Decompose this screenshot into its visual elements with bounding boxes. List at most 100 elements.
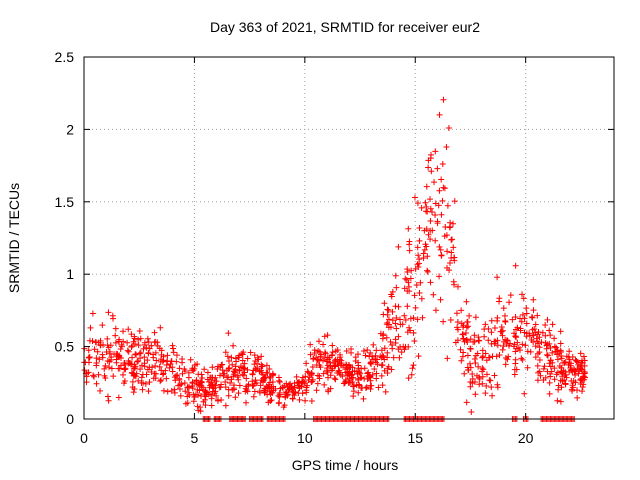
- data-point: [257, 367, 264, 374]
- data-point: [121, 380, 128, 387]
- data-point: [491, 338, 498, 345]
- data-point: [315, 338, 322, 345]
- y-tick-label: 2.5: [55, 49, 75, 65]
- data-point: [346, 371, 353, 378]
- data-point: [158, 376, 165, 383]
- data-point: [251, 352, 258, 359]
- data-point: [379, 361, 386, 368]
- data-point: [149, 364, 156, 371]
- data-point: [556, 362, 563, 369]
- data-point: [321, 333, 328, 340]
- data-point: [101, 365, 108, 372]
- data-point: [124, 339, 131, 346]
- data-point: [371, 365, 378, 372]
- plot-frame: [83, 56, 615, 420]
- data-point: [413, 281, 420, 288]
- data-point: [441, 233, 448, 240]
- data-point: [145, 338, 152, 345]
- data-point: [486, 377, 493, 384]
- data-point: [491, 372, 498, 379]
- data-point: [150, 354, 157, 361]
- data-point: [475, 363, 482, 370]
- data-point: [405, 283, 412, 290]
- data-point: [560, 367, 567, 374]
- data-point: [137, 349, 144, 356]
- data-point: [173, 358, 180, 365]
- data-point: [198, 371, 205, 378]
- data-point: [322, 350, 329, 357]
- data-point: [500, 305, 507, 312]
- data-point: [438, 176, 445, 183]
- data-point: [534, 350, 541, 357]
- data-point: [191, 393, 198, 400]
- data-point: [450, 220, 457, 227]
- data-point: [83, 379, 90, 386]
- data-point: [139, 386, 146, 393]
- data-point: [405, 343, 412, 350]
- data-point: [232, 355, 239, 362]
- data-point: [479, 353, 486, 360]
- data-point: [459, 353, 466, 360]
- data-point: [309, 376, 316, 383]
- data-point: [547, 357, 554, 364]
- data-point: [390, 354, 397, 361]
- data-point: [472, 360, 479, 367]
- data-point: [410, 329, 417, 336]
- data-point: [416, 289, 423, 296]
- data-point: [158, 356, 164, 363]
- data-point: [236, 367, 243, 374]
- data-point: [225, 374, 232, 381]
- data-point: [304, 382, 311, 389]
- data-point: [168, 358, 175, 365]
- data-point: [407, 315, 414, 322]
- data-point: [532, 354, 539, 361]
- data-point: [512, 333, 519, 340]
- data-point: [308, 397, 315, 404]
- data-point: [254, 354, 261, 361]
- data-point: [389, 288, 396, 295]
- data-point: [256, 388, 263, 395]
- data-point: [99, 322, 106, 329]
- data-point: [499, 346, 506, 353]
- data-point: [112, 325, 119, 332]
- data-point: [86, 353, 93, 360]
- data-point: [575, 370, 582, 377]
- data-point: [436, 111, 443, 118]
- data-point: [411, 292, 418, 299]
- data-point: [521, 390, 528, 397]
- data-points: [81, 96, 588, 422]
- data-point: [534, 362, 541, 369]
- data-point: [536, 356, 543, 363]
- data-point: [557, 328, 564, 335]
- data-point: [153, 357, 160, 364]
- data-point: [230, 368, 237, 375]
- data-point: [316, 362, 323, 369]
- data-point: [534, 377, 541, 384]
- data-point: [307, 341, 314, 348]
- data-point: [472, 391, 479, 398]
- y-tick-label: 1: [66, 266, 74, 282]
- data-point: [414, 261, 421, 268]
- data-point: [316, 375, 323, 382]
- data-point: [482, 321, 489, 328]
- data-point: [225, 357, 232, 364]
- data-point: [279, 384, 286, 391]
- data-point: [294, 379, 301, 386]
- data-point: [540, 365, 547, 372]
- data-point: [324, 332, 331, 339]
- data-point: [557, 353, 564, 360]
- data-point: [256, 368, 263, 375]
- data-point: [423, 226, 430, 233]
- data-point: [415, 353, 422, 360]
- data-point: [367, 385, 374, 392]
- data-point: [129, 378, 136, 385]
- data-point: [130, 371, 137, 378]
- data-point: [351, 368, 358, 375]
- data-point: [222, 379, 229, 386]
- data-point: [225, 386, 232, 393]
- data-point: [364, 370, 371, 377]
- data-point: [568, 386, 575, 393]
- data-point: [423, 208, 430, 215]
- data-point: [296, 396, 303, 403]
